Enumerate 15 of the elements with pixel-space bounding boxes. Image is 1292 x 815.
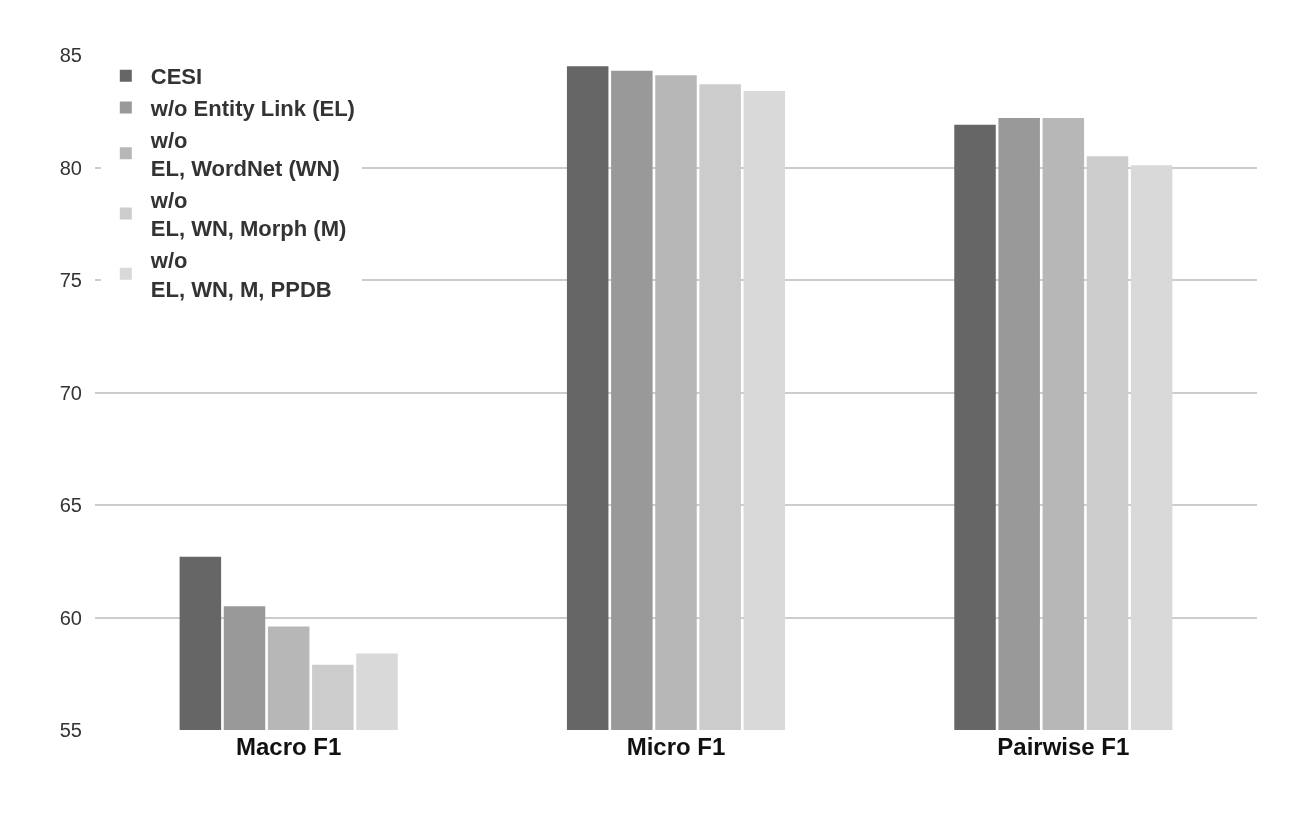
- y-tick-label: 85: [59, 44, 82, 66]
- legend-label: CESI: [150, 64, 203, 90]
- legend-label: w/o EL, WN, Morph (M): [149, 187, 347, 242]
- y-tick-label: 75: [59, 269, 82, 291]
- y-tick-label: 60: [59, 606, 82, 629]
- y-tick-label: 65: [59, 494, 82, 516]
- y-tick-label: 55: [59, 719, 82, 741]
- x-tick-label: Pairwise F1: [997, 733, 1130, 760]
- legend-label: w/o Entity Link (EL): [149, 95, 355, 121]
- x-tick-label: Macro F1: [235, 733, 342, 760]
- legend-label: w/o EL, WN, M, PPDB: [149, 247, 332, 302]
- x-tick-label: Micro F1: [626, 733, 726, 760]
- legend-label: w/o EL, WordNet (WN): [149, 127, 340, 182]
- y-tick-label: 80: [59, 156, 82, 179]
- y-tick-label: 70: [59, 381, 82, 404]
